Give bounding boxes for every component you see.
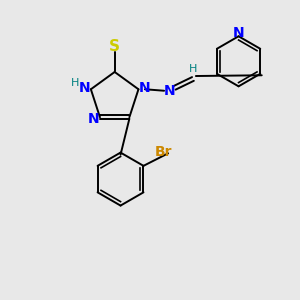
Text: N: N: [233, 26, 244, 40]
Text: S: S: [109, 39, 120, 54]
Text: N: N: [79, 81, 90, 95]
Text: Br: Br: [155, 145, 172, 159]
Text: H: H: [71, 78, 80, 88]
Text: H: H: [189, 64, 197, 74]
Text: N: N: [164, 84, 175, 98]
Text: N: N: [88, 112, 99, 126]
Text: N: N: [139, 81, 151, 95]
